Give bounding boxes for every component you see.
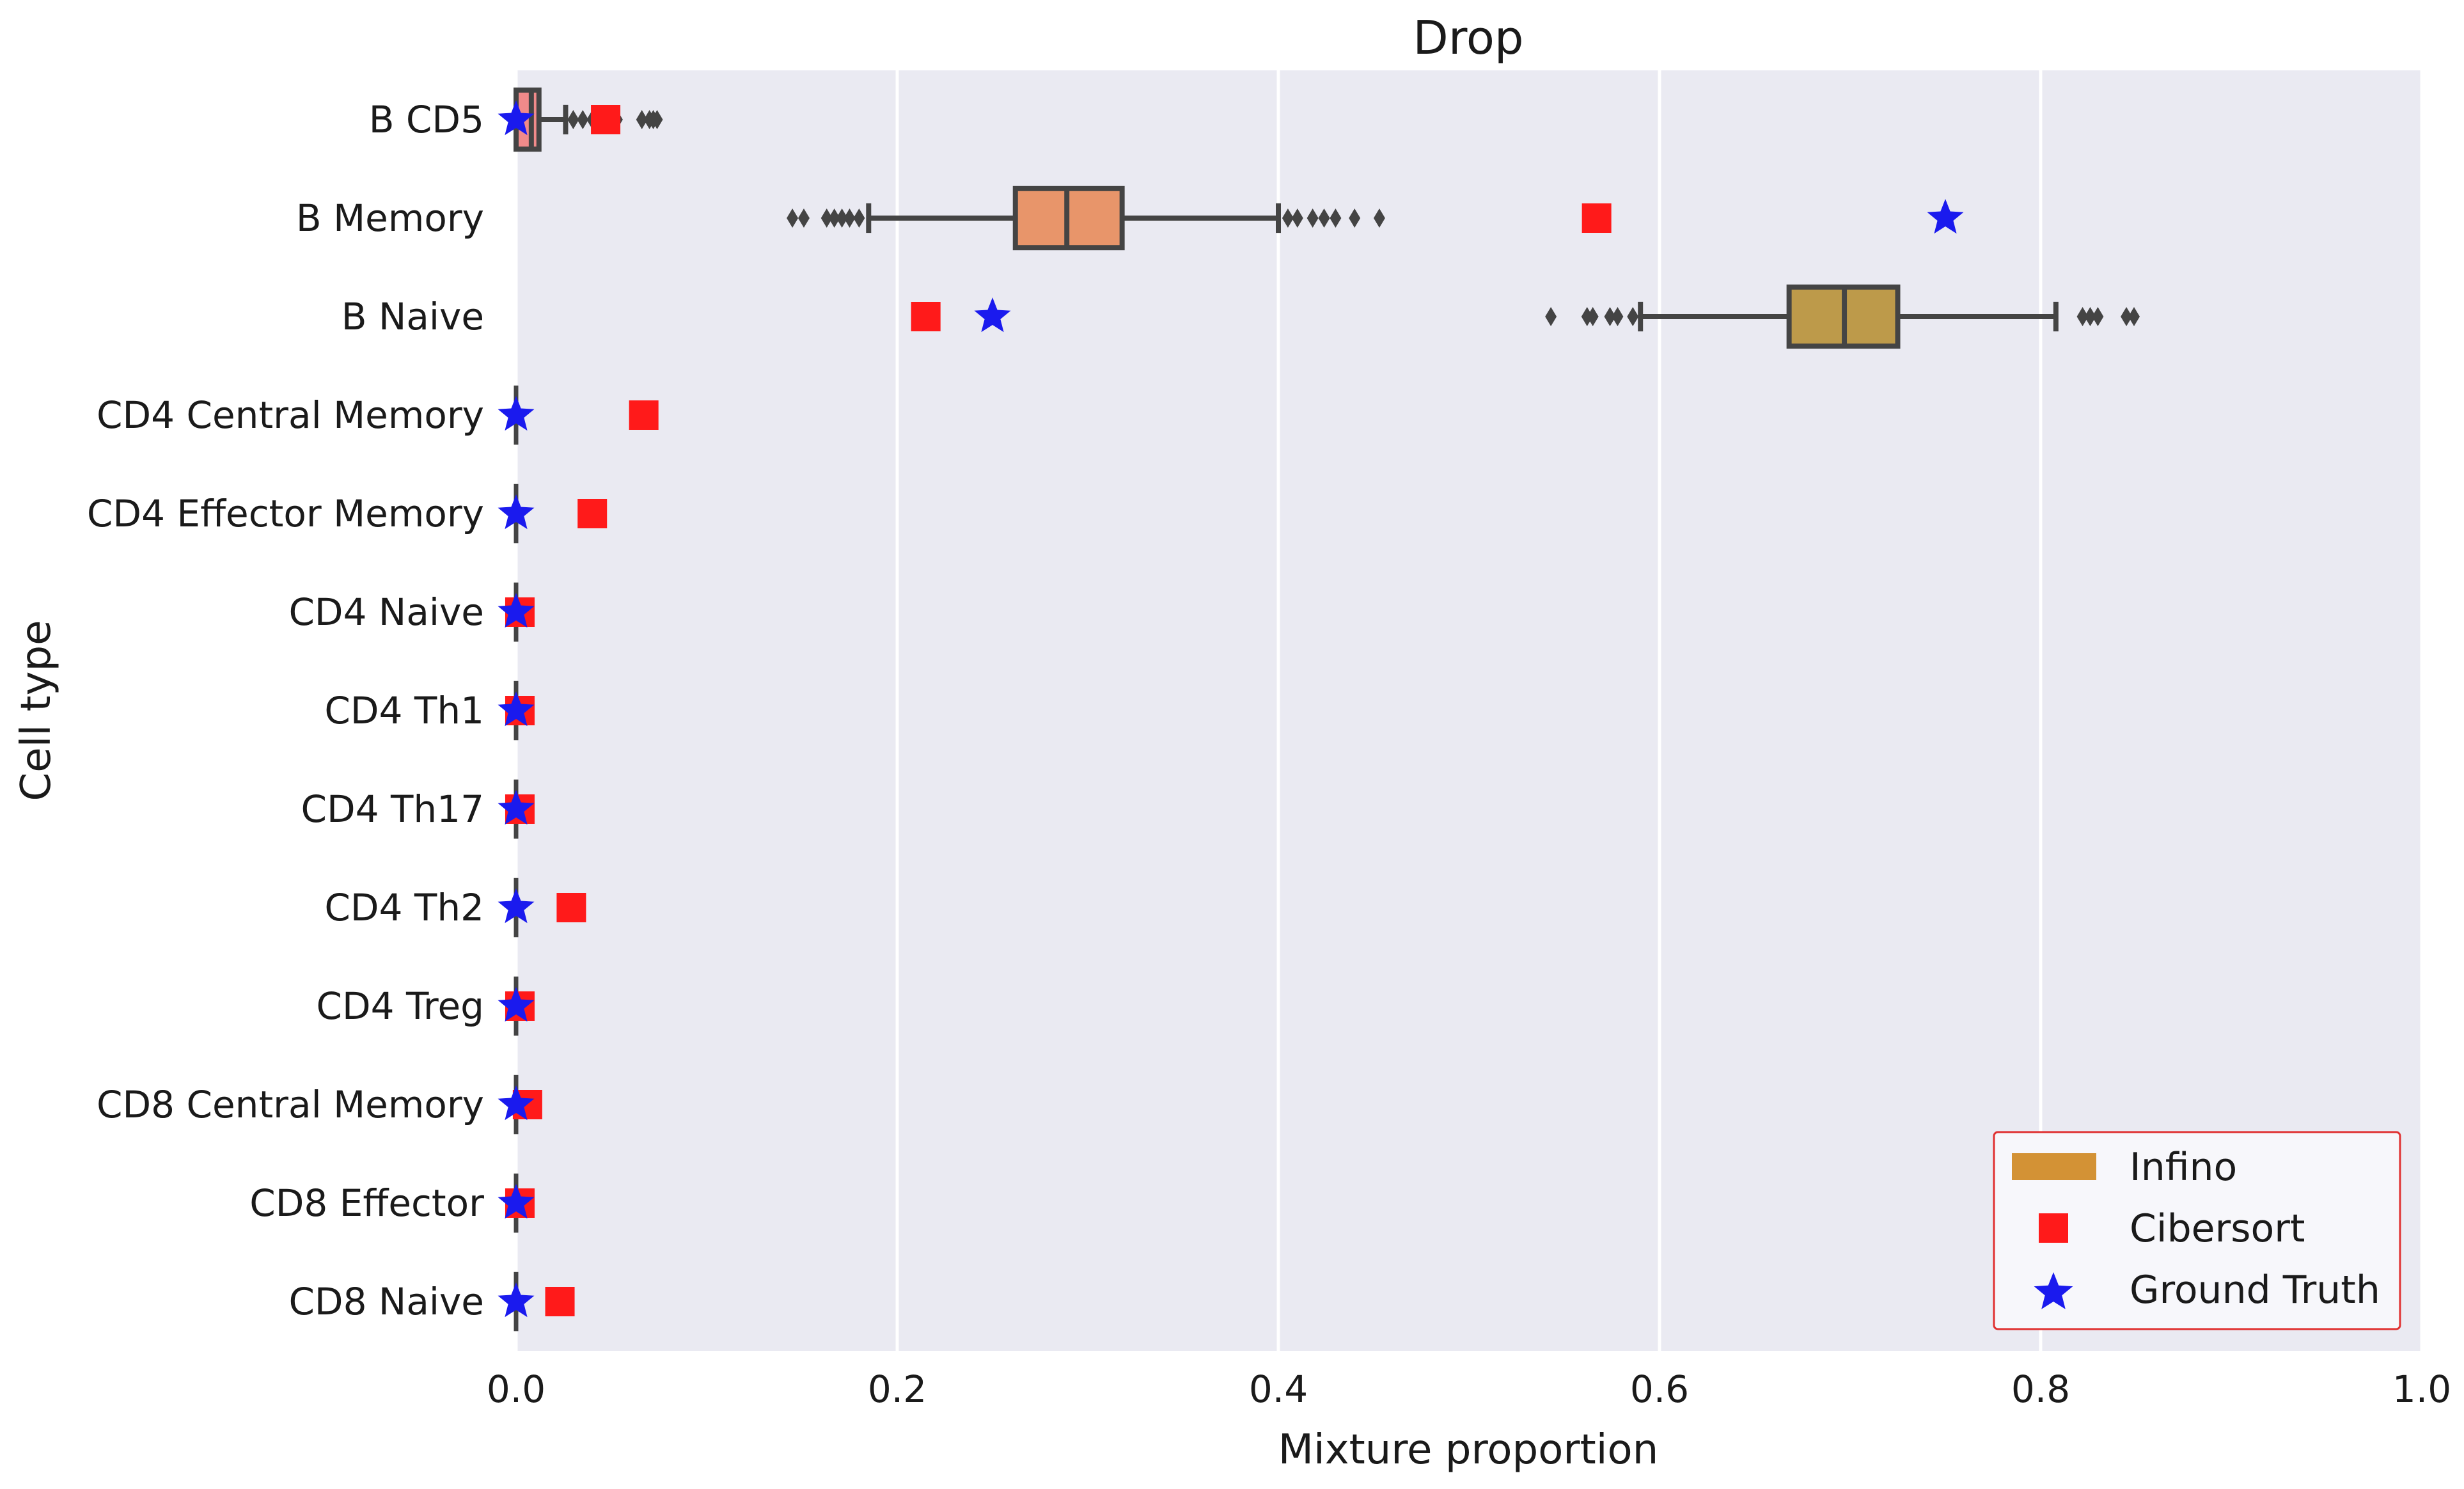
cibersort-marker — [556, 893, 586, 922]
x-tick-label: 0.6 — [1630, 1367, 1689, 1411]
x-tick-label: 1.0 — [2392, 1367, 2451, 1411]
y-tick-label: CD4 Naive — [288, 590, 484, 634]
box-flier — [577, 110, 589, 129]
legend: Infino Cibersort Ground Truth — [1993, 1131, 2401, 1330]
box-flier — [828, 209, 840, 228]
ground-truth-marker — [498, 1085, 535, 1121]
legend-label-infino: Infino — [2130, 1145, 2237, 1190]
box-flier — [2076, 307, 2089, 326]
box-flier — [2121, 307, 2133, 326]
y-tick-label: CD8 Naive — [288, 1280, 484, 1323]
box-flier — [1545, 307, 1557, 326]
x-tick-label: 0.4 — [1249, 1367, 1308, 1411]
y-tick-label: CD4 Treg — [317, 984, 484, 1028]
box-flier — [1307, 209, 1319, 228]
ground-truth-marker — [498, 494, 535, 530]
box-flier — [1291, 209, 1303, 228]
box-flier — [820, 209, 833, 228]
y-tick-label: CD4 Th1 — [324, 689, 484, 732]
ground-truth-marker — [498, 1184, 535, 1219]
y-axis-label: Cell type — [13, 620, 60, 801]
cibersort-marker — [911, 302, 941, 331]
box-flier — [2084, 307, 2096, 326]
ground-truth-marker — [498, 987, 535, 1022]
x-tick-labels: 0.0 0.2 0.4 0.6 0.8 1.0 — [487, 1367, 2451, 1411]
legend-marker-cibersort — [2039, 1213, 2068, 1243]
ground-truth-marker — [498, 100, 535, 136]
cibersort-marker — [591, 105, 621, 134]
box-flier — [1587, 307, 1599, 326]
box-flier — [853, 209, 865, 228]
cibersort-marker — [545, 1287, 575, 1316]
box-flier — [1604, 307, 1616, 326]
y-tick-label: CD8 Effector — [249, 1181, 484, 1225]
chart-title: Drop — [1413, 11, 1523, 65]
box-flier — [1627, 307, 1639, 326]
y-tick-label: CD4 Th17 — [301, 787, 485, 831]
box-flier — [1373, 209, 1385, 228]
y-tick-label: CD4 Central Memory — [97, 393, 484, 437]
ground-truth-marker — [498, 790, 535, 825]
legend-box — [1993, 1131, 2401, 1330]
y-tick-label: CD4 Effector Memory — [87, 492, 484, 535]
y-tick-label: B Naive — [341, 295, 484, 338]
box-flier — [567, 110, 579, 129]
box-flier — [787, 209, 799, 228]
box-flier — [1612, 307, 1624, 326]
box-flier — [836, 209, 848, 228]
ground-truth-marker — [1927, 199, 1964, 234]
ground-truth-marker — [498, 593, 535, 628]
box-flier — [797, 209, 810, 228]
box-flier — [844, 209, 856, 228]
y-tick-label: CD4 Th2 — [324, 886, 484, 929]
y-tick-label: CD8 Central Memory — [97, 1083, 484, 1126]
cibersort-marker — [629, 400, 659, 430]
box-flier — [1318, 209, 1330, 228]
box-b-naive — [1545, 284, 2140, 349]
ground-truth-marker — [498, 1282, 535, 1318]
ground-truth-marker — [974, 297, 1011, 333]
box-flier — [1349, 209, 1361, 228]
cibersort-marker — [577, 499, 608, 528]
ground-truth-marker — [498, 888, 535, 924]
y-tick-label: B Memory — [296, 196, 484, 240]
legend-patch-infino — [2012, 1153, 2096, 1180]
x-axis-label: Mixture proportion — [1278, 1426, 1659, 1474]
box-flier — [1330, 209, 1342, 228]
box-flier — [651, 110, 663, 129]
x-tick-label: 0.0 — [487, 1367, 545, 1411]
grid-lines — [514, 70, 2424, 1351]
y-tick-labels: B CD5 B Memory B Naive CD4 Central Memory CD… — [87, 98, 484, 1323]
ground-truth-marker — [498, 691, 535, 727]
y-tick-label: B CD5 — [369, 98, 484, 141]
box-flier — [636, 110, 648, 129]
legend-marker-ground-truth — [2034, 1272, 2073, 1309]
ground-truth-marker — [498, 396, 535, 431]
legend-label-cibersort: Cibersort — [2130, 1206, 2305, 1251]
x-tick-label: 0.8 — [2011, 1367, 2070, 1411]
markers — [498, 100, 1964, 1318]
box-flier — [2092, 307, 2104, 326]
box-flier — [1282, 209, 1294, 228]
cibersort-marker — [1581, 203, 1612, 233]
x-tick-label: 0.2 — [868, 1367, 927, 1411]
legend-label-ground-truth: Ground Truth — [2130, 1268, 2380, 1312]
box-flier — [2128, 307, 2140, 326]
box-b-memory — [787, 185, 1385, 251]
